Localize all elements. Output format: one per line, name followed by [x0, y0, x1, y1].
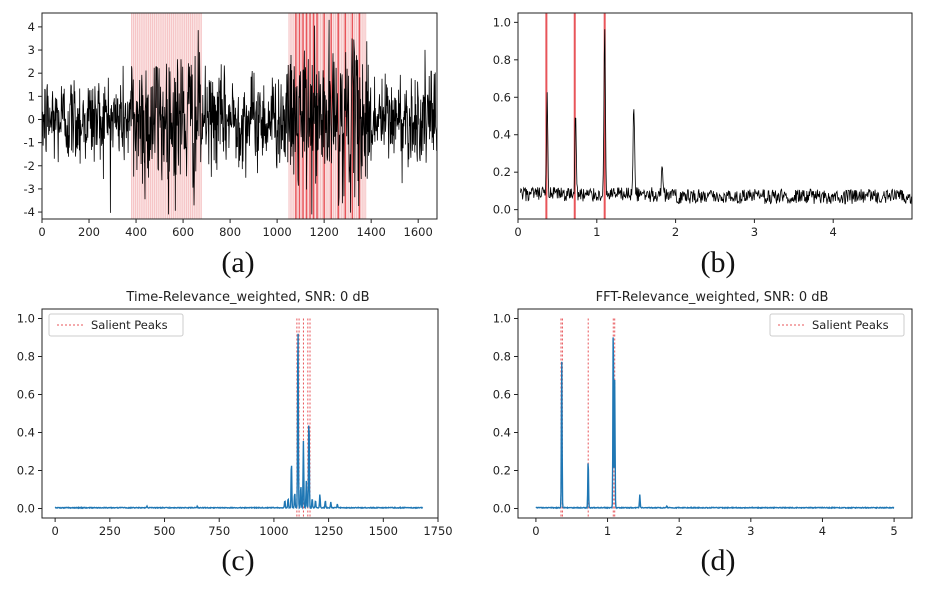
panel-a-ytick-label: -3 [24, 182, 35, 196]
panel-d-ytick-label: 1.0 [493, 312, 511, 326]
panel-d-axes-frame [517, 308, 913, 519]
panel-d-ytick-label: 0.8 [493, 350, 511, 364]
panel-c-salient-lines [296, 318, 311, 518]
panel-d-ytick-label: 0.6 [493, 388, 511, 402]
panel-d-ytick-label: 0.2 [493, 464, 511, 478]
panel-a-axes-frame [41, 12, 438, 220]
panel-a-xtick-label: 1600 [404, 225, 433, 239]
panel-c-time-relevance: Time-Relevance_weighted, SNR: 0 dB 0 250 5… [17, 290, 453, 577]
panel-a-xtick-label: 400 [125, 225, 147, 239]
panel-c-legend: Salient Peaks [48, 313, 184, 337]
panel-d-legend-label: Salient Peaks [812, 318, 889, 332]
panel-c-xtick-label: 250 [99, 524, 121, 538]
panel-a-xtick-label: 1200 [310, 225, 339, 239]
panel-b-ticks: 0 1 2 3 4 0.0 0.2 0.4 0.6 0.8 1.0 [493, 15, 837, 239]
panel-c-xtick-label: 1750 [423, 524, 452, 538]
panel-c-ytick-label: 1.0 [17, 312, 35, 326]
panel-d-caption: (d) [701, 544, 736, 577]
panel-d-xtick-label: 0 [532, 524, 539, 538]
panel-a-ytick-label: -2 [24, 159, 35, 173]
panel-a-ytick-label: 0 [28, 112, 35, 126]
panel-a-xtick-label: 0 [38, 225, 45, 239]
panel-a-ticks: 0 200 400 600 800 1000 1200 1400 1600 -4 -3 -2 -1 0 1 2… [24, 20, 433, 239]
panel-b-xtick-label: 0 [514, 225, 521, 239]
panel-d-ytick-label: 0.4 [493, 426, 511, 440]
panel-c-legend-box [48, 313, 184, 337]
panel-b-xtick-label: 2 [672, 225, 679, 239]
panel-a-ytick-label: 1 [28, 89, 35, 103]
panel-d-relevance-line [535, 337, 895, 510]
panel-c-ytick-label: 0.4 [17, 426, 35, 440]
panel-c-xtick-label: 1500 [369, 524, 398, 538]
panel-b-caption: (b) [701, 246, 736, 279]
panel-c-relevance-line [54, 333, 424, 510]
panel-d-xtick-label: 5 [890, 524, 897, 538]
panel-a-xtick-label: 1000 [262, 225, 291, 239]
panel-d-title: FFT-Relevance_weighted, SNR: 0 dB [596, 290, 829, 305]
panel-b-highlight-lines [545, 13, 606, 219]
panel-c-legend-label: Salient Peaks [91, 318, 168, 332]
panel-a-time-signal: 0 200 400 600 800 1000 1200 1400 1600 -4 -3 -2 -1 0 1 2… [24, 12, 438, 279]
panel-d-fft-relevance: FFT-Relevance_weighted, SNR: 0 dB 0 1 2 3 4 5… [493, 290, 913, 577]
panel-d-xtick-label: 2 [676, 524, 683, 538]
panel-a-xtick-label: 600 [172, 225, 194, 239]
panel-c-caption: (c) [221, 544, 254, 577]
panel-a-xtick-label: 200 [78, 225, 100, 239]
panel-b-ytick-label: 0.4 [493, 128, 511, 142]
panel-c-xtick-label: 0 [51, 524, 58, 538]
panel-c-xtick-label: 500 [154, 524, 176, 538]
panel-c-xtick-label: 1250 [314, 524, 343, 538]
panel-c-xtick-label: 1000 [259, 524, 288, 538]
panel-c-ytick-label: 0.0 [17, 502, 35, 516]
panel-a-ytick-label: 2 [28, 66, 35, 80]
panel-a-xtick-label: 1400 [357, 225, 386, 239]
panel-c-title: Time-Relevance_weighted, SNR: 0 dB [125, 290, 369, 305]
panel-b-xtick-label: 1 [593, 225, 600, 239]
panel-c-axes-frame [41, 308, 439, 519]
panel-b-ytick-label: 0.8 [493, 53, 511, 67]
panel-b-xtick-label: 3 [751, 225, 758, 239]
panel-a-ytick-label: 3 [28, 43, 35, 57]
panel-b-ytick-label: 0.2 [493, 165, 511, 179]
panel-d-legend: Salient Peaks [769, 313, 905, 337]
panel-a-xtick-label: 800 [219, 225, 241, 239]
panel-a-signal-line [41, 19, 437, 215]
panel-b-spectrum: 0 1 2 3 4 0.0 0.2 0.4 0.6 0.8 1.0 (b) [493, 12, 913, 279]
panel-d-ticks: 0 1 2 3 4 5 0.0 0.2 0.4 0.6 0.8 1.0 [493, 312, 898, 539]
panel-a-ytick-label: 4 [28, 20, 35, 34]
panel-b-ytick-label: 1.0 [493, 15, 511, 29]
panel-b-ytick-label: 0.6 [493, 90, 511, 104]
panel-a-ytick-label: -1 [24, 136, 35, 150]
panel-d-xtick-label: 1 [604, 524, 611, 538]
panel-b-spectrum-line [520, 29, 913, 205]
panel-d-xtick-label: 3 [747, 524, 754, 538]
panel-b-axes-frame [517, 12, 913, 220]
panel-c-ytick-label: 0.8 [17, 350, 35, 364]
panel-c-ytick-label: 0.6 [17, 388, 35, 402]
panel-d-xtick-label: 4 [819, 524, 826, 538]
panel-d-legend-box [769, 313, 905, 337]
panel-d-ytick-label: 0.0 [493, 502, 511, 516]
panel-c-ticks: 0 250 500 750 1000 1250 1500 1750 0.0 0.2 0.4 0.6 0.… [17, 312, 453, 539]
panel-a-caption: (a) [221, 246, 254, 279]
panel-a-ytick-label: -4 [24, 205, 35, 219]
panel-b-ytick-label: 0.0 [493, 203, 511, 217]
panel-c-ytick-label: 0.2 [17, 464, 35, 478]
panel-b-xtick-label: 4 [830, 225, 837, 239]
panel-c-xtick-label: 750 [208, 524, 230, 538]
